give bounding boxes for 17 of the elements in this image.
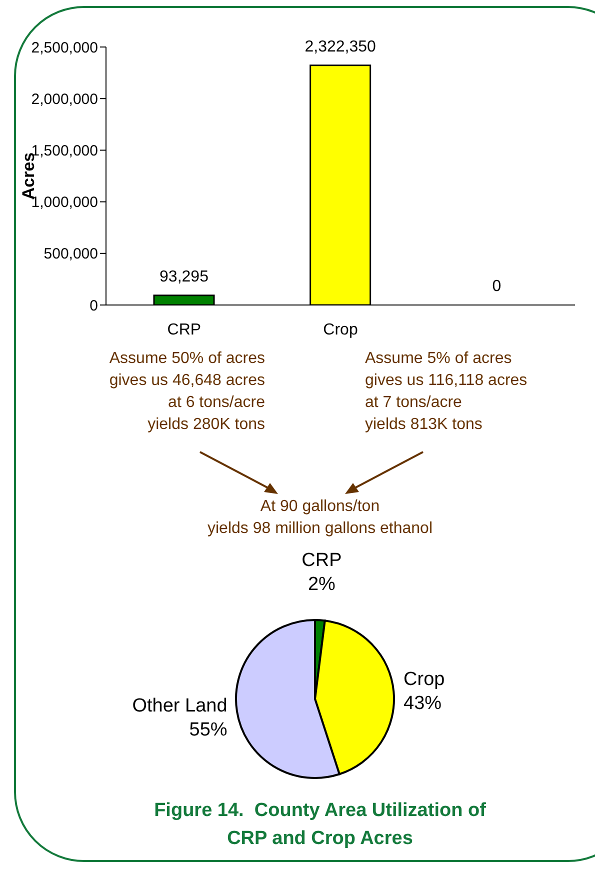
slice-label: CRP — [302, 550, 342, 572]
text: At 90 gallons/ton yields 98 million gallons ethanol — [206, 497, 434, 539]
text: Assume 5% of acres gives us 116,118 acres at 7 tons/acre yields 813K tons — [365, 349, 528, 435]
data-label: 0 — [492, 278, 502, 295]
text: Assume 50% of acres gives us 46,648 acres at 6 tons/acre yields 280K tons — [108, 349, 265, 435]
data-label: 93,295 — [160, 268, 209, 286]
data-label: 2,322,350 — [304, 38, 376, 56]
y-tick-label: 2,500,000 — [31, 39, 98, 56]
data-label: 55% — [189, 720, 228, 741]
slice-label: Other Land — [132, 696, 228, 717]
text: Figure 14. County Area Utilization of CRP and Crop Acres — [153, 799, 487, 851]
y-tick-label: 500,000 — [44, 246, 98, 263]
data-label: 43% — [404, 692, 442, 714]
y-tick-label: 2,000,000 — [31, 90, 98, 108]
data-label: 2% — [308, 574, 336, 596]
slice-label: Crop — [404, 668, 445, 690]
y-tick-label: 0 — [90, 297, 98, 314]
